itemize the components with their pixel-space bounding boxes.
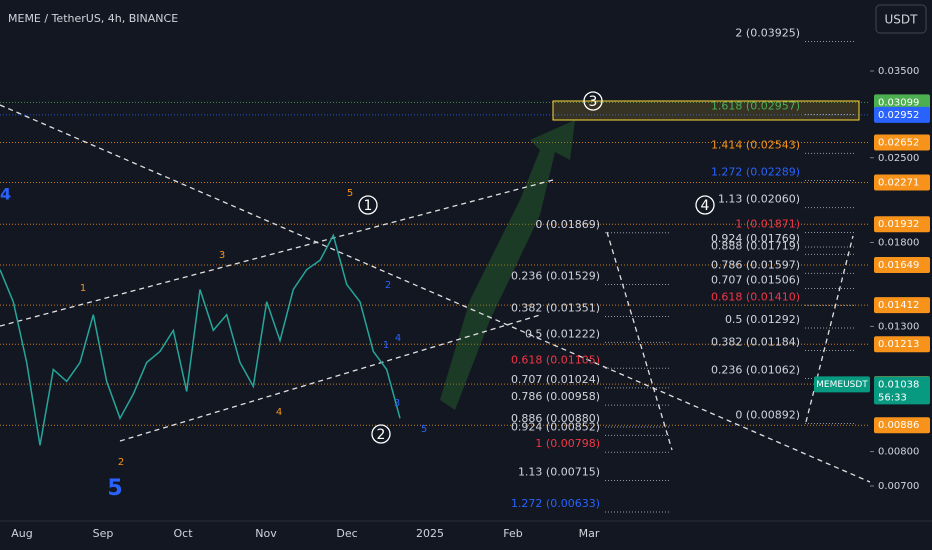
fib-label: 0.888 (0.01719) bbox=[711, 239, 800, 252]
fib-label: 1.414 (0.02543) bbox=[711, 138, 800, 151]
fib-label: 1.618 (0.02957) bbox=[711, 99, 800, 112]
fib-label: 0.618 (0.01410) bbox=[711, 290, 800, 303]
fib-label: 0.236 (0.01529) bbox=[511, 270, 600, 283]
fib-label: 1.13 (0.02060) bbox=[718, 193, 800, 206]
wave-label: 3 bbox=[219, 250, 225, 261]
price-tag bbox=[874, 417, 930, 434]
time-label: Aug bbox=[11, 527, 32, 540]
price-tag-label: 0.02952 bbox=[878, 110, 919, 121]
fib-label: 0.886 (0.00880) bbox=[511, 412, 600, 425]
price-tag bbox=[874, 297, 930, 314]
price-tick-label: 0.00800 bbox=[878, 447, 919, 458]
price-tag-label: 0.01412 bbox=[878, 300, 919, 311]
price-tag-label: 0.01649 bbox=[878, 260, 919, 271]
projection-arrow bbox=[440, 120, 575, 410]
time-label: Oct bbox=[173, 527, 193, 540]
time-label: Nov bbox=[255, 527, 277, 540]
fib-label: 0.924 (0.01769) bbox=[711, 232, 800, 245]
fib-label: 0.5 (0.01292) bbox=[725, 313, 800, 326]
price-tag-label: 0.02271 bbox=[878, 178, 919, 189]
wave-label: 1 bbox=[364, 198, 373, 214]
fib-label: 0.786 (0.00958) bbox=[511, 390, 600, 403]
fib-label: 1.13 (0.00715) bbox=[518, 466, 600, 479]
fib-label: 0 (0.01869) bbox=[535, 218, 600, 231]
fib-label: 1.272 (0.02289) bbox=[711, 165, 800, 178]
wave-label: 2 bbox=[118, 457, 124, 468]
wave-label: 4 bbox=[0, 185, 11, 204]
price-tag bbox=[874, 216, 930, 233]
fib-label: 0.707 (0.01506) bbox=[711, 273, 800, 286]
wave-label: 5 bbox=[107, 476, 122, 501]
fib-label: 0 (0.00892) bbox=[735, 408, 800, 421]
price-tag bbox=[874, 336, 930, 353]
wave-labels: 1 2 3 4 1 2 3 4 5 1 2 3 4 5 5 4 bbox=[0, 91, 715, 501]
price-tag bbox=[874, 174, 930, 191]
symbol-tag bbox=[814, 376, 870, 393]
fib-label: 0.5 (0.01222) bbox=[525, 327, 600, 340]
fib-label: 1 (0.01871) bbox=[735, 217, 800, 230]
wave-label: 2 bbox=[385, 280, 391, 291]
countdown: 56:33 bbox=[878, 392, 907, 403]
price-axis-panel bbox=[870, 0, 932, 550]
fib-label: 0.382 (0.01184) bbox=[711, 335, 800, 348]
price-tag bbox=[874, 134, 930, 151]
trend-lines bbox=[0, 104, 871, 483]
fib-label: 0.382 (0.01351) bbox=[511, 301, 600, 314]
target-box bbox=[552, 100, 860, 121]
price-tag-label: 0.02652 bbox=[878, 138, 919, 149]
wave-label: 1 bbox=[80, 283, 86, 294]
time-label: Feb bbox=[503, 527, 522, 540]
current-price-label: 0.01038 bbox=[878, 379, 919, 390]
price-tag-label: 0.00886 bbox=[878, 420, 919, 431]
fib-label: 1 (0.00798) bbox=[535, 437, 600, 450]
fib-label: 0.236 (0.01062) bbox=[711, 364, 800, 377]
price-tag bbox=[874, 106, 930, 123]
current-price-tag bbox=[874, 376, 930, 405]
wave-label: 3 bbox=[394, 398, 400, 409]
wave-label: 4 bbox=[701, 198, 710, 214]
price-trace bbox=[0, 233, 401, 446]
fib-label: 0.924 (0.00852) bbox=[511, 420, 600, 433]
price-tick-label: 0.01800 bbox=[878, 237, 919, 248]
price-tag bbox=[874, 257, 930, 274]
time-label: Sep bbox=[93, 527, 114, 540]
currency-button[interactable] bbox=[875, 4, 927, 34]
price-tag-label: 0.03099 bbox=[878, 97, 919, 108]
levels bbox=[0, 40, 870, 513]
price-tick-label: 0.03500 bbox=[878, 66, 919, 77]
wave-label: 4 bbox=[395, 333, 401, 344]
time-label: 2025 bbox=[416, 527, 444, 540]
wave-label: 5 bbox=[347, 188, 353, 199]
wave-label: 5 bbox=[421, 424, 427, 435]
time-label: Dec bbox=[336, 527, 357, 540]
time-label: Mar bbox=[579, 527, 600, 540]
fib-label: 2 (0.03925) bbox=[735, 26, 800, 39]
symbol-title: MEME / TetherUS, 4h, BINANCE bbox=[8, 12, 178, 25]
fib-label: 0.707 (0.01024) bbox=[511, 373, 600, 386]
wave-label: 3 bbox=[589, 94, 598, 110]
price-tag-label: 0.01213 bbox=[878, 339, 919, 350]
wave-label: 2 bbox=[377, 427, 386, 443]
symbol-label: MEMEUSDT bbox=[816, 380, 868, 390]
price-tick-label: 0.01300 bbox=[878, 321, 919, 332]
wave-label: 1 bbox=[383, 340, 389, 351]
fib-label: 1.272 (0.00633) bbox=[511, 497, 600, 510]
fib-label: 0.618 (0.01105) bbox=[511, 353, 600, 366]
price-tag-label: 0.01932 bbox=[878, 219, 919, 230]
price-tick-label: 0.02500 bbox=[878, 153, 919, 164]
currency-button-label[interactable]: USDT bbox=[885, 13, 919, 27]
fib-label: 0.786 (0.01597) bbox=[711, 258, 800, 271]
price-tick-label: 0.00700 bbox=[878, 481, 919, 492]
wave-label: 4 bbox=[276, 407, 282, 418]
price-tag bbox=[874, 94, 930, 111]
